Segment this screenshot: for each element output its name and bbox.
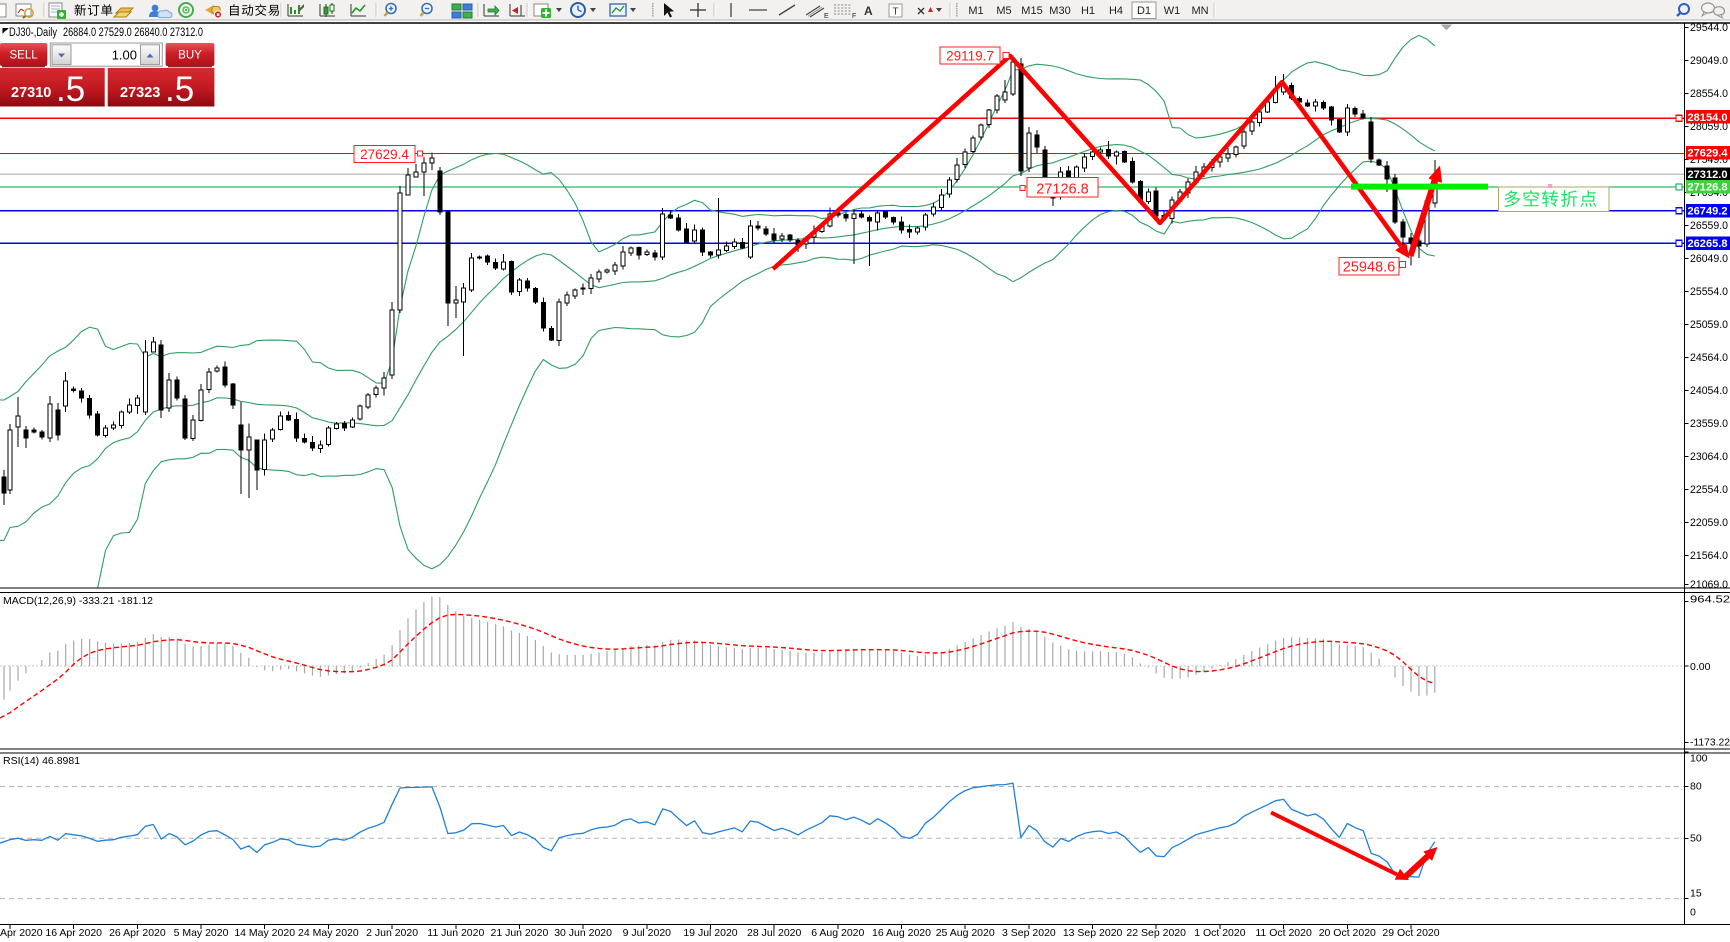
svg-text:M5: M5 (996, 5, 1011, 17)
svg-text:3 Sep 2020: 3 Sep 2020 (1002, 927, 1056, 939)
svg-text:26 Apr 2020: 26 Apr 2020 (109, 927, 166, 939)
svg-text:24564.0: 24564.0 (1690, 352, 1728, 364)
svg-text:E: E (824, 13, 829, 20)
svg-text:964.52: 964.52 (1690, 594, 1730, 606)
svg-text:30 Jun 2020: 30 Jun 2020 (554, 927, 612, 939)
svg-text:M30: M30 (1049, 5, 1070, 17)
svg-text:H1: H1 (1081, 5, 1095, 17)
svg-text:24 May 2020: 24 May 2020 (298, 927, 359, 939)
svg-text:.5: .5 (56, 70, 85, 109)
svg-text:25059.0: 25059.0 (1690, 319, 1728, 331)
svg-text:29544.0: 29544.0 (1690, 22, 1728, 34)
svg-text:2 Jun 2020: 2 Jun 2020 (366, 927, 418, 939)
svg-text:27312.0: 27312.0 (1688, 169, 1728, 181)
svg-text:T: T (892, 7, 898, 18)
svg-text:RSI(14) 46.8981: RSI(14) 46.8981 (3, 755, 80, 767)
svg-text:26049.0: 26049.0 (1690, 253, 1728, 265)
svg-text:26265.8: 26265.8 (1688, 238, 1728, 250)
svg-text:F: F (852, 13, 856, 20)
svg-text:100: 100 (1690, 753, 1708, 765)
svg-text:80: 80 (1690, 781, 1702, 793)
svg-text:28154.0: 28154.0 (1688, 112, 1728, 124)
svg-text:24054.0: 24054.0 (1690, 385, 1728, 397)
svg-text:5 May 2020: 5 May 2020 (174, 927, 229, 939)
svg-text:16 Aug 2020: 16 Aug 2020 (872, 927, 931, 939)
svg-text:19 Jul 2020: 19 Jul 2020 (683, 927, 737, 939)
svg-text:28 Jul 2020: 28 Jul 2020 (747, 927, 801, 939)
svg-text:Apr 2020: Apr 2020 (0, 927, 43, 939)
svg-text:H4: H4 (1109, 5, 1123, 17)
svg-text:27126.8: 27126.8 (1036, 182, 1088, 198)
svg-text:DJ30-,Daily: DJ30-,Daily (9, 27, 57, 39)
svg-text:23064.0: 23064.0 (1690, 451, 1728, 463)
svg-text:22059.0: 22059.0 (1690, 517, 1728, 529)
svg-text:11 Jun 2020: 11 Jun 2020 (427, 927, 484, 939)
svg-text:BUY: BUY (178, 50, 202, 62)
svg-text:SELL: SELL (10, 50, 39, 62)
svg-text:27629.4: 27629.4 (1688, 147, 1729, 159)
svg-text:W1: W1 (1164, 5, 1181, 17)
svg-text:29 Oct 2020: 29 Oct 2020 (1382, 927, 1439, 939)
svg-text:22 Sep 2020: 22 Sep 2020 (1126, 927, 1186, 939)
svg-text:21 Jun 2020: 21 Jun 2020 (490, 927, 548, 939)
svg-text:6 Aug 2020: 6 Aug 2020 (811, 927, 864, 939)
svg-text:27629.4: 27629.4 (360, 147, 409, 162)
svg-text:25 Aug 2020: 25 Aug 2020 (936, 927, 995, 939)
svg-text:20 Oct 2020: 20 Oct 2020 (1319, 927, 1376, 939)
svg-text:29119.7: 29119.7 (946, 49, 994, 64)
svg-text:23559.0: 23559.0 (1690, 418, 1728, 430)
svg-text:28554.0: 28554.0 (1690, 88, 1728, 100)
svg-text:M15: M15 (1021, 5, 1042, 17)
svg-text:0.00: 0.00 (1690, 661, 1711, 673)
svg-text:27323: 27323 (120, 85, 160, 101)
svg-text:25554.0: 25554.0 (1690, 286, 1728, 298)
svg-text:28059.0: 28059.0 (1690, 121, 1728, 133)
svg-text:M1: M1 (968, 5, 983, 17)
svg-text:9 Jul 2020: 9 Jul 2020 (623, 927, 672, 939)
svg-text:-1173.22: -1173.22 (1690, 737, 1730, 749)
svg-text:13 Sep 2020: 13 Sep 2020 (1063, 927, 1123, 939)
svg-text:16 Apr 2020: 16 Apr 2020 (45, 927, 102, 939)
svg-text:29049.0: 29049.0 (1690, 55, 1728, 67)
svg-text:D1: D1 (1137, 5, 1151, 17)
svg-text:50: 50 (1690, 833, 1702, 845)
svg-text:MN: MN (1191, 5, 1208, 17)
svg-text:27310: 27310 (11, 85, 51, 101)
svg-text:A: A (864, 4, 873, 18)
svg-text:21069.0: 21069.0 (1690, 579, 1728, 591)
svg-text:1 Oct 2020: 1 Oct 2020 (1194, 927, 1246, 939)
svg-text:26749.2: 26749.2 (1688, 206, 1728, 218)
svg-text:25948.6: 25948.6 (1343, 260, 1395, 276)
svg-text:22554.0: 22554.0 (1690, 484, 1728, 496)
svg-text:MACD(12,26,9) -333.21 -181.12: MACD(12,26,9) -333.21 -181.12 (3, 595, 153, 607)
svg-text:0: 0 (1690, 907, 1696, 919)
svg-text:.5: .5 (165, 70, 194, 109)
svg-text:11 Oct 2020: 11 Oct 2020 (1255, 927, 1312, 939)
svg-text:27126.8: 27126.8 (1688, 182, 1728, 194)
svg-text:26884.0 27529.0 26840.0 27312.: 26884.0 27529.0 26840.0 27312.0 (63, 27, 203, 39)
svg-text:26559.0: 26559.0 (1690, 220, 1728, 232)
svg-text:15: 15 (1690, 888, 1702, 900)
svg-text:21564.0: 21564.0 (1690, 550, 1728, 562)
svg-text:14 May 2020: 14 May 2020 (234, 927, 295, 939)
svg-text:1.00: 1.00 (112, 48, 137, 63)
